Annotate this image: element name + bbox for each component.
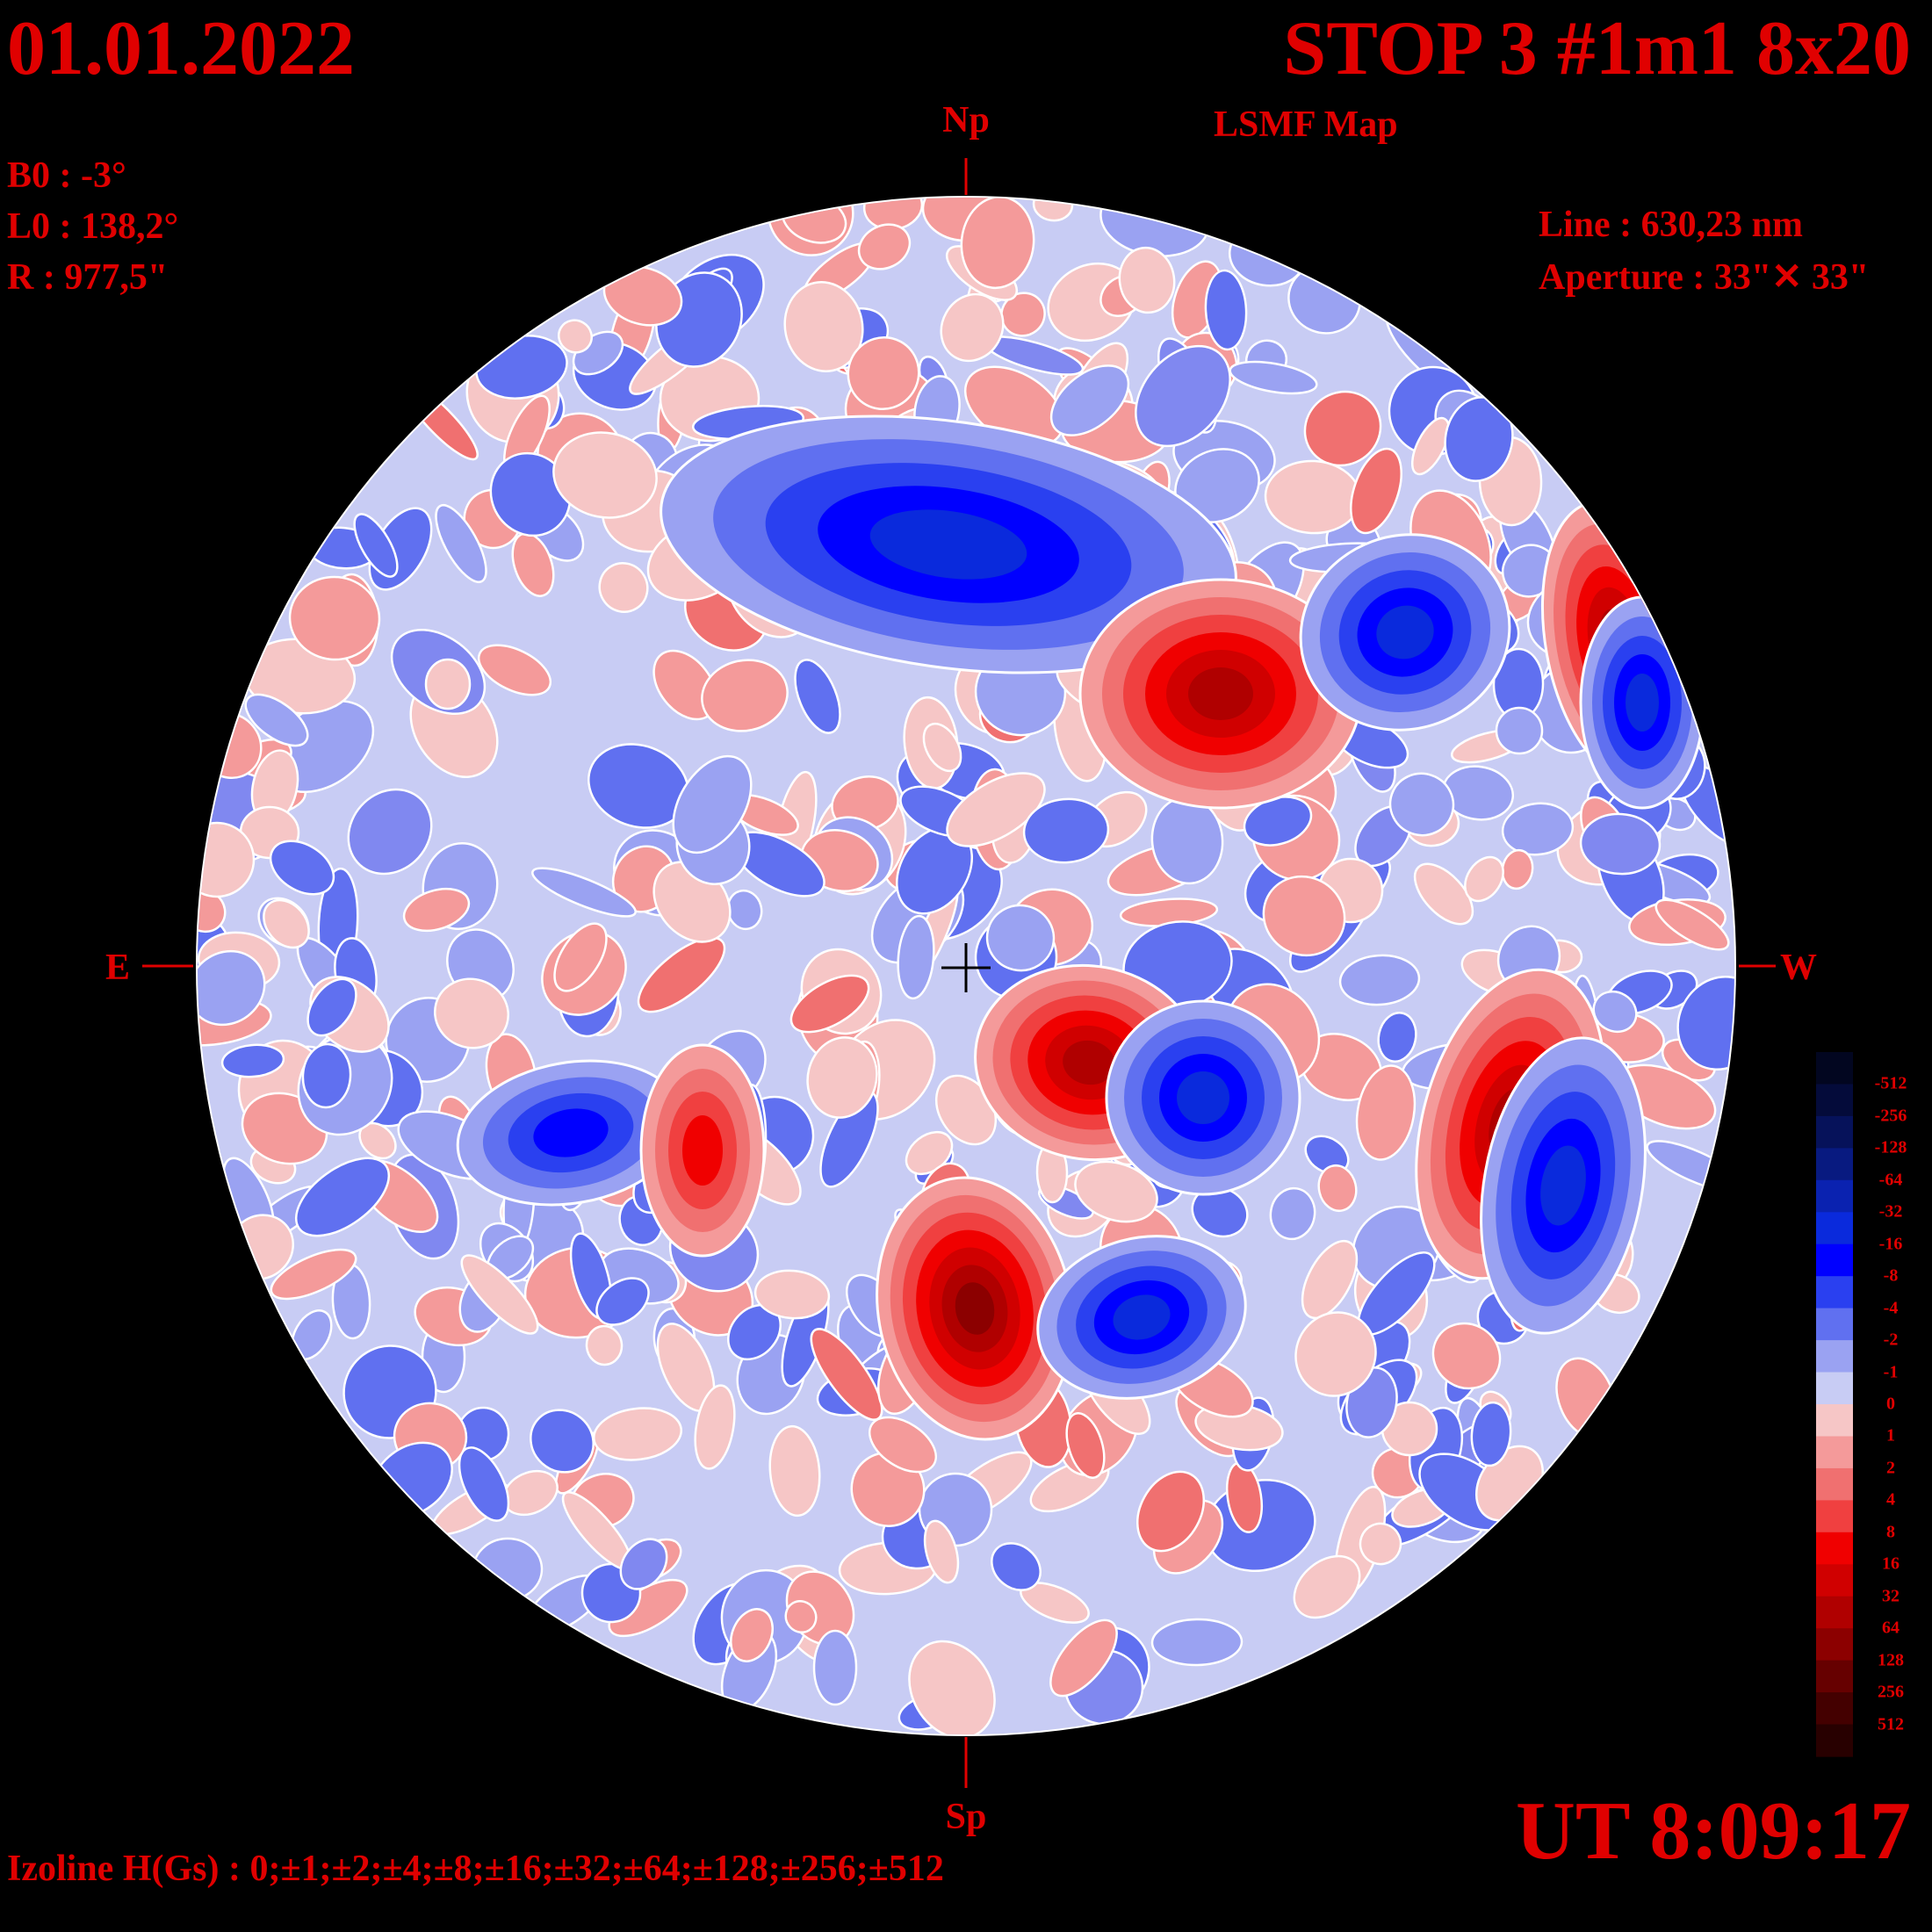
legend-label: 512: [1878, 1714, 1904, 1734]
legend-label: 32: [1882, 1586, 1900, 1606]
legend-swatch: [1816, 1148, 1853, 1181]
active-region: [1078, 578, 1363, 810]
legend-swatch: [1816, 1212, 1853, 1245]
legend-swatch: [1816, 1532, 1853, 1565]
legend-swatch: [1816, 1084, 1853, 1117]
legend-swatch: [1816, 1660, 1853, 1693]
active-region: [876, 1176, 1074, 1441]
b0-param: B0 : -3°: [7, 155, 126, 196]
active-region: [456, 1059, 686, 1207]
legend-label: 1: [1886, 1425, 1895, 1445]
legend-swatch: [1816, 1596, 1853, 1629]
legend-label: -128: [1874, 1137, 1907, 1157]
legend-swatch: [1816, 1436, 1853, 1469]
legend-label: -32: [1878, 1201, 1903, 1222]
legend-label: -8: [1883, 1265, 1899, 1286]
radius-param: R : 977,5": [7, 257, 169, 298]
legend-swatch: [1816, 1179, 1853, 1213]
legend-label: -16: [1878, 1234, 1903, 1254]
legend-swatch: [1816, 1628, 1853, 1662]
legend-label: 256: [1878, 1682, 1904, 1702]
south-label: Sp: [946, 1797, 987, 1837]
legend-swatch: [1816, 1340, 1853, 1373]
active-region: [1299, 533, 1511, 732]
legend-swatch: [1816, 1052, 1853, 1085]
legend-swatch: [1816, 1372, 1853, 1405]
legend-label: -1: [1883, 1362, 1899, 1382]
legend-swatch: [1816, 1500, 1853, 1533]
active-region: [639, 1043, 766, 1258]
active-region: [660, 415, 1237, 674]
west-label: W: [1780, 948, 1817, 988]
legend-label: -256: [1874, 1106, 1907, 1126]
east-label: E: [105, 948, 130, 988]
legend-label: 64: [1882, 1618, 1900, 1638]
legend-label: 0: [1886, 1394, 1895, 1414]
legend-swatch: [1816, 1115, 1853, 1149]
legend-swatch: [1816, 1308, 1853, 1341]
legend-label: 8: [1886, 1522, 1895, 1542]
ut-time: UT 8:09:17: [1516, 1785, 1911, 1877]
aperture: Aperture : 33"✕ 33": [1539, 257, 1870, 298]
legend-swatch: [1816, 1404, 1853, 1438]
l0-param: L0 : 138,2°: [7, 206, 179, 247]
legend-label: 4: [1886, 1489, 1895, 1510]
legend-label: -2: [1883, 1330, 1899, 1350]
center-crosshair: [941, 943, 991, 992]
legend-colorbar: [1816, 1052, 1853, 1757]
legend-swatch: [1816, 1692, 1853, 1726]
legend-label: 128: [1878, 1650, 1904, 1670]
spectral-line: Line : 630,23 nm: [1539, 205, 1804, 245]
active-region: [1105, 999, 1301, 1196]
north-label: Np: [942, 100, 990, 141]
legend-label: 2: [1886, 1458, 1895, 1478]
active-region: [1579, 595, 1705, 810]
legend-label: -4: [1883, 1298, 1899, 1318]
legend-swatch: [1816, 1244, 1853, 1277]
legend-swatch: [1816, 1276, 1853, 1309]
legend-swatch: [1816, 1564, 1853, 1597]
field-contours: [198, 198, 1734, 1734]
izoline-levels: Izoline H(Gs) : 0;±1;±2;±4;±8;±16;±32;±6…: [7, 1849, 944, 1889]
legend-swatch: [1816, 1467, 1853, 1501]
legend-label: -64: [1878, 1170, 1903, 1190]
legend-label: -512: [1874, 1073, 1907, 1093]
active-region: [1036, 1235, 1247, 1400]
legend-label: 16: [1882, 1554, 1900, 1574]
legend-swatch: [1816, 1724, 1853, 1757]
map-subtitle: LSMF Map: [1214, 105, 1398, 145]
observation-date: 01.01.2022: [7, 6, 355, 91]
map-title: STOP 3 #1m1 8x20: [1283, 6, 1911, 91]
active-region: [1480, 1036, 1647, 1335]
